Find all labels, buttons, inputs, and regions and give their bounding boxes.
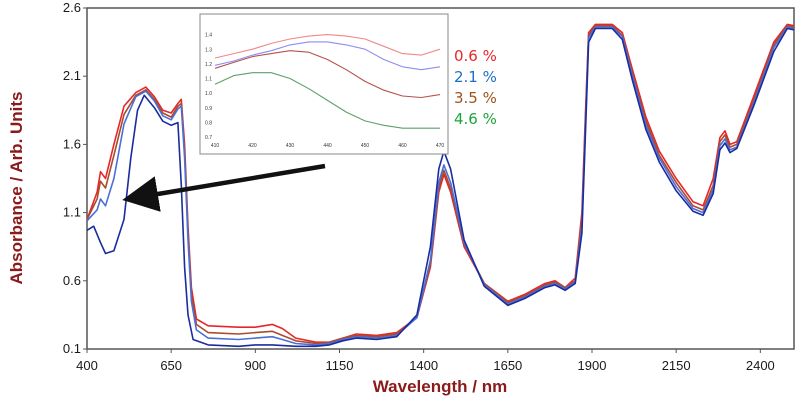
inset-series-line-2 bbox=[214, 50, 441, 99]
inset-series-line-1 bbox=[214, 41, 441, 71]
x-tick-2400: 2400 bbox=[746, 358, 775, 373]
pointer-arrow bbox=[122, 163, 326, 212]
x-tick-1150: 1150 bbox=[326, 358, 354, 373]
inset-x-tick-460: 460 bbox=[398, 143, 407, 149]
x-tick-1900: 1900 bbox=[578, 358, 607, 373]
x-tick-400: 400 bbox=[76, 358, 98, 373]
series-line-2 bbox=[86, 26, 795, 346]
y-tick-0.6: 0.6 bbox=[63, 273, 81, 288]
main-series-group bbox=[86, 23, 795, 348]
x-tick-900: 900 bbox=[244, 358, 266, 373]
legend-item-2-1: 2.1 % bbox=[454, 68, 497, 86]
y-tick-0.1: 0.1 bbox=[63, 341, 81, 356]
x-tick-2150: 2150 bbox=[662, 358, 691, 373]
inset-y-tick-labels: 0.7 0.8 0.9 1.0 1.1 1.2 1.3 1.4 bbox=[205, 33, 212, 141]
inset-legend: 0.6 % 2.1 % 3.5 % 4.6 % bbox=[454, 47, 497, 128]
inset-x-tick-420: 420 bbox=[248, 143, 257, 149]
inset-series-group bbox=[214, 34, 441, 129]
x-tick-1400: 1400 bbox=[409, 358, 438, 373]
x-tick-labels: 400 650 900 1150 1400 1650 1900 2150 2400 bbox=[76, 349, 775, 373]
y-tick-1.1: 1.1 bbox=[63, 205, 81, 220]
inset-y-tick-1.3: 1.3 bbox=[205, 47, 212, 53]
inset-y-tick-0.8: 0.8 bbox=[205, 120, 212, 126]
inset-x-tick-430: 430 bbox=[286, 143, 295, 149]
inset-y-tick-0.7: 0.7 bbox=[205, 135, 212, 141]
inset-y-tick-1.1: 1.1 bbox=[205, 77, 212, 83]
y-tick-2.6: 2.6 bbox=[63, 0, 81, 15]
inset-x-tick-labels: 410 420 430 440 450 460 470 bbox=[211, 143, 445, 149]
inset-series-line-3 bbox=[214, 72, 440, 129]
inset-frame bbox=[199, 13, 449, 155]
y-tick-1.6: 1.6 bbox=[63, 136, 81, 151]
inset-x-tick-450: 450 bbox=[361, 143, 370, 149]
inset-y-tick-1.2: 1.2 bbox=[205, 62, 212, 68]
y-tick-2.1: 2.1 bbox=[63, 68, 81, 83]
y-tick-labels: 0.1 0.6 1.1 1.6 2.1 2.6 bbox=[63, 0, 87, 356]
legend-item-4-6: 4.6 % bbox=[454, 110, 497, 128]
x-tick-1650: 1650 bbox=[493, 358, 522, 373]
y-axis-label: Absorbance / Arb. Units bbox=[7, 91, 26, 284]
legend-item-0-6: 0.6 % bbox=[454, 47, 497, 65]
inset-y-tick-1.4: 1.4 bbox=[205, 33, 212, 39]
x-axis-label: Wavelength / nm bbox=[373, 377, 507, 396]
legend-item-3-5: 3.5 % bbox=[454, 89, 497, 107]
inset-y-tick-1.0: 1.0 bbox=[205, 91, 212, 97]
inset-y-tick-0.9: 0.9 bbox=[205, 106, 212, 112]
inset-series-line-0 bbox=[214, 34, 441, 59]
series-line-3 bbox=[86, 27, 795, 348]
x-tick-650: 650 bbox=[160, 358, 182, 373]
inset-x-tick-440: 440 bbox=[323, 143, 332, 149]
inset-x-tick-410: 410 bbox=[211, 143, 220, 149]
inset-x-tick-470: 470 bbox=[436, 143, 445, 149]
